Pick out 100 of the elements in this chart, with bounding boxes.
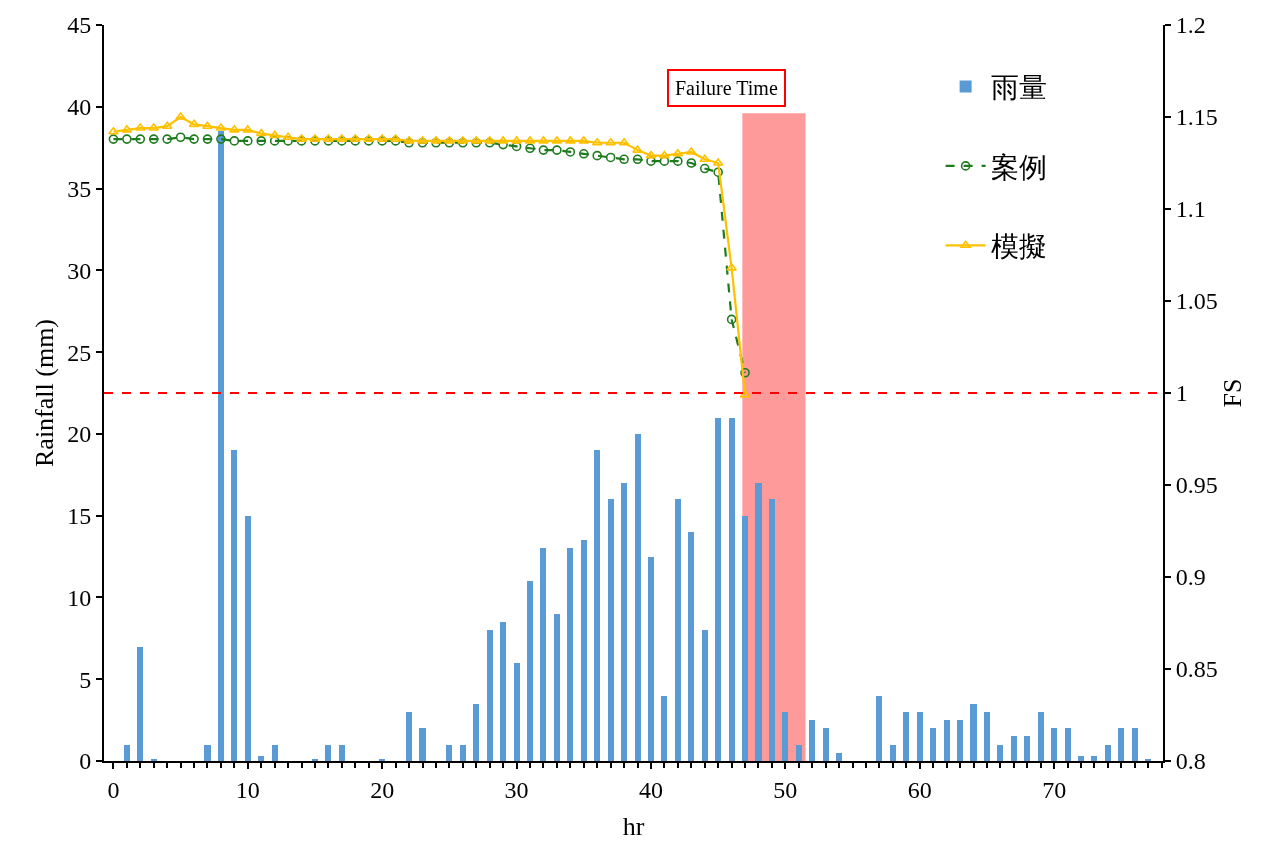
x-tick-label: 30 [504,776,529,803]
bar [1051,728,1057,761]
bar [944,720,950,761]
point [659,156,670,166]
bar [339,745,345,761]
bar [204,745,211,761]
y2-tick-label: 1 [1175,380,1188,407]
point [538,136,549,144]
bar [876,696,882,761]
bar [1132,728,1138,761]
point [162,134,172,144]
bar [406,712,412,761]
point [189,134,199,144]
bar [567,548,573,761]
bar [554,614,560,761]
point [255,128,267,137]
point [591,137,603,146]
point [296,136,307,146]
bar [635,434,641,761]
bar [782,712,788,761]
bar [675,499,681,761]
y-tick-label: 45 [67,12,92,39]
y-tick-label: 25 [67,339,92,366]
point [404,137,414,148]
y-tick-label: 40 [67,94,92,121]
point [538,145,549,155]
bar [809,720,815,761]
bar [419,728,426,761]
point [632,154,643,165]
bar [970,704,977,761]
point [229,136,240,146]
point [646,156,656,166]
x-tick-label: 10 [235,776,260,803]
point [458,137,468,148]
point [632,145,643,153]
y2-tick-label: 0.85 [1175,656,1218,683]
point [323,136,334,146]
bar [621,483,627,761]
bar [755,483,762,761]
x-tick-label: 40 [638,776,663,803]
point [552,145,562,155]
y-tick-label: 0 [79,748,92,775]
band-label: Failure Time [675,77,778,99]
point [605,152,616,163]
y-tick-label: 5 [79,666,92,693]
point [202,121,213,129]
bar [917,712,923,761]
point [107,126,119,135]
y-tick-label: 35 [67,175,92,202]
bar [473,704,479,761]
bar [648,557,654,761]
bar [581,540,587,761]
bar [1011,736,1017,761]
point [188,119,200,128]
legend-label: 案例 [990,151,1047,183]
point [726,314,737,325]
bar [594,450,600,761]
point [699,163,710,174]
x-tick-label: 20 [370,776,395,803]
point [175,132,186,143]
point [565,147,576,157]
bar [245,516,251,761]
legend-label: 模擬 [990,231,1047,263]
bar [231,450,237,761]
y-tick-label: 30 [67,257,92,284]
bar [836,753,842,761]
bar [930,728,936,761]
bar [661,696,667,761]
y2-tick-label: 1.05 [1175,288,1218,315]
point [511,136,522,144]
bar [540,548,546,761]
y-tick-label: 10 [67,584,92,611]
bar [1091,756,1097,761]
point [444,137,455,148]
point [673,156,683,166]
bar [500,622,506,761]
y2-tick-label: 0.95 [1175,472,1218,499]
bar [325,745,331,761]
x-tick-label: 70 [1042,776,1067,803]
bar [890,745,896,761]
y2-tick-label: 1.15 [1175,104,1218,131]
bar [1118,728,1124,761]
y-axis-title: Rainfall (mm) [30,318,60,468]
x-tick-label: 60 [907,776,932,803]
y2-tick-label: 0.9 [1175,564,1206,591]
point [417,137,428,148]
bar [729,418,735,761]
bar [1038,712,1044,761]
bar [769,499,775,761]
bar [124,745,130,761]
bar [1078,756,1084,761]
point [525,143,535,154]
legend-label: 雨量 [990,72,1047,104]
point [471,137,482,148]
x-axis-title: hr [622,812,645,841]
bar [688,532,694,761]
bar [715,418,721,761]
bar [258,756,264,761]
point [135,134,146,144]
point [337,136,347,146]
